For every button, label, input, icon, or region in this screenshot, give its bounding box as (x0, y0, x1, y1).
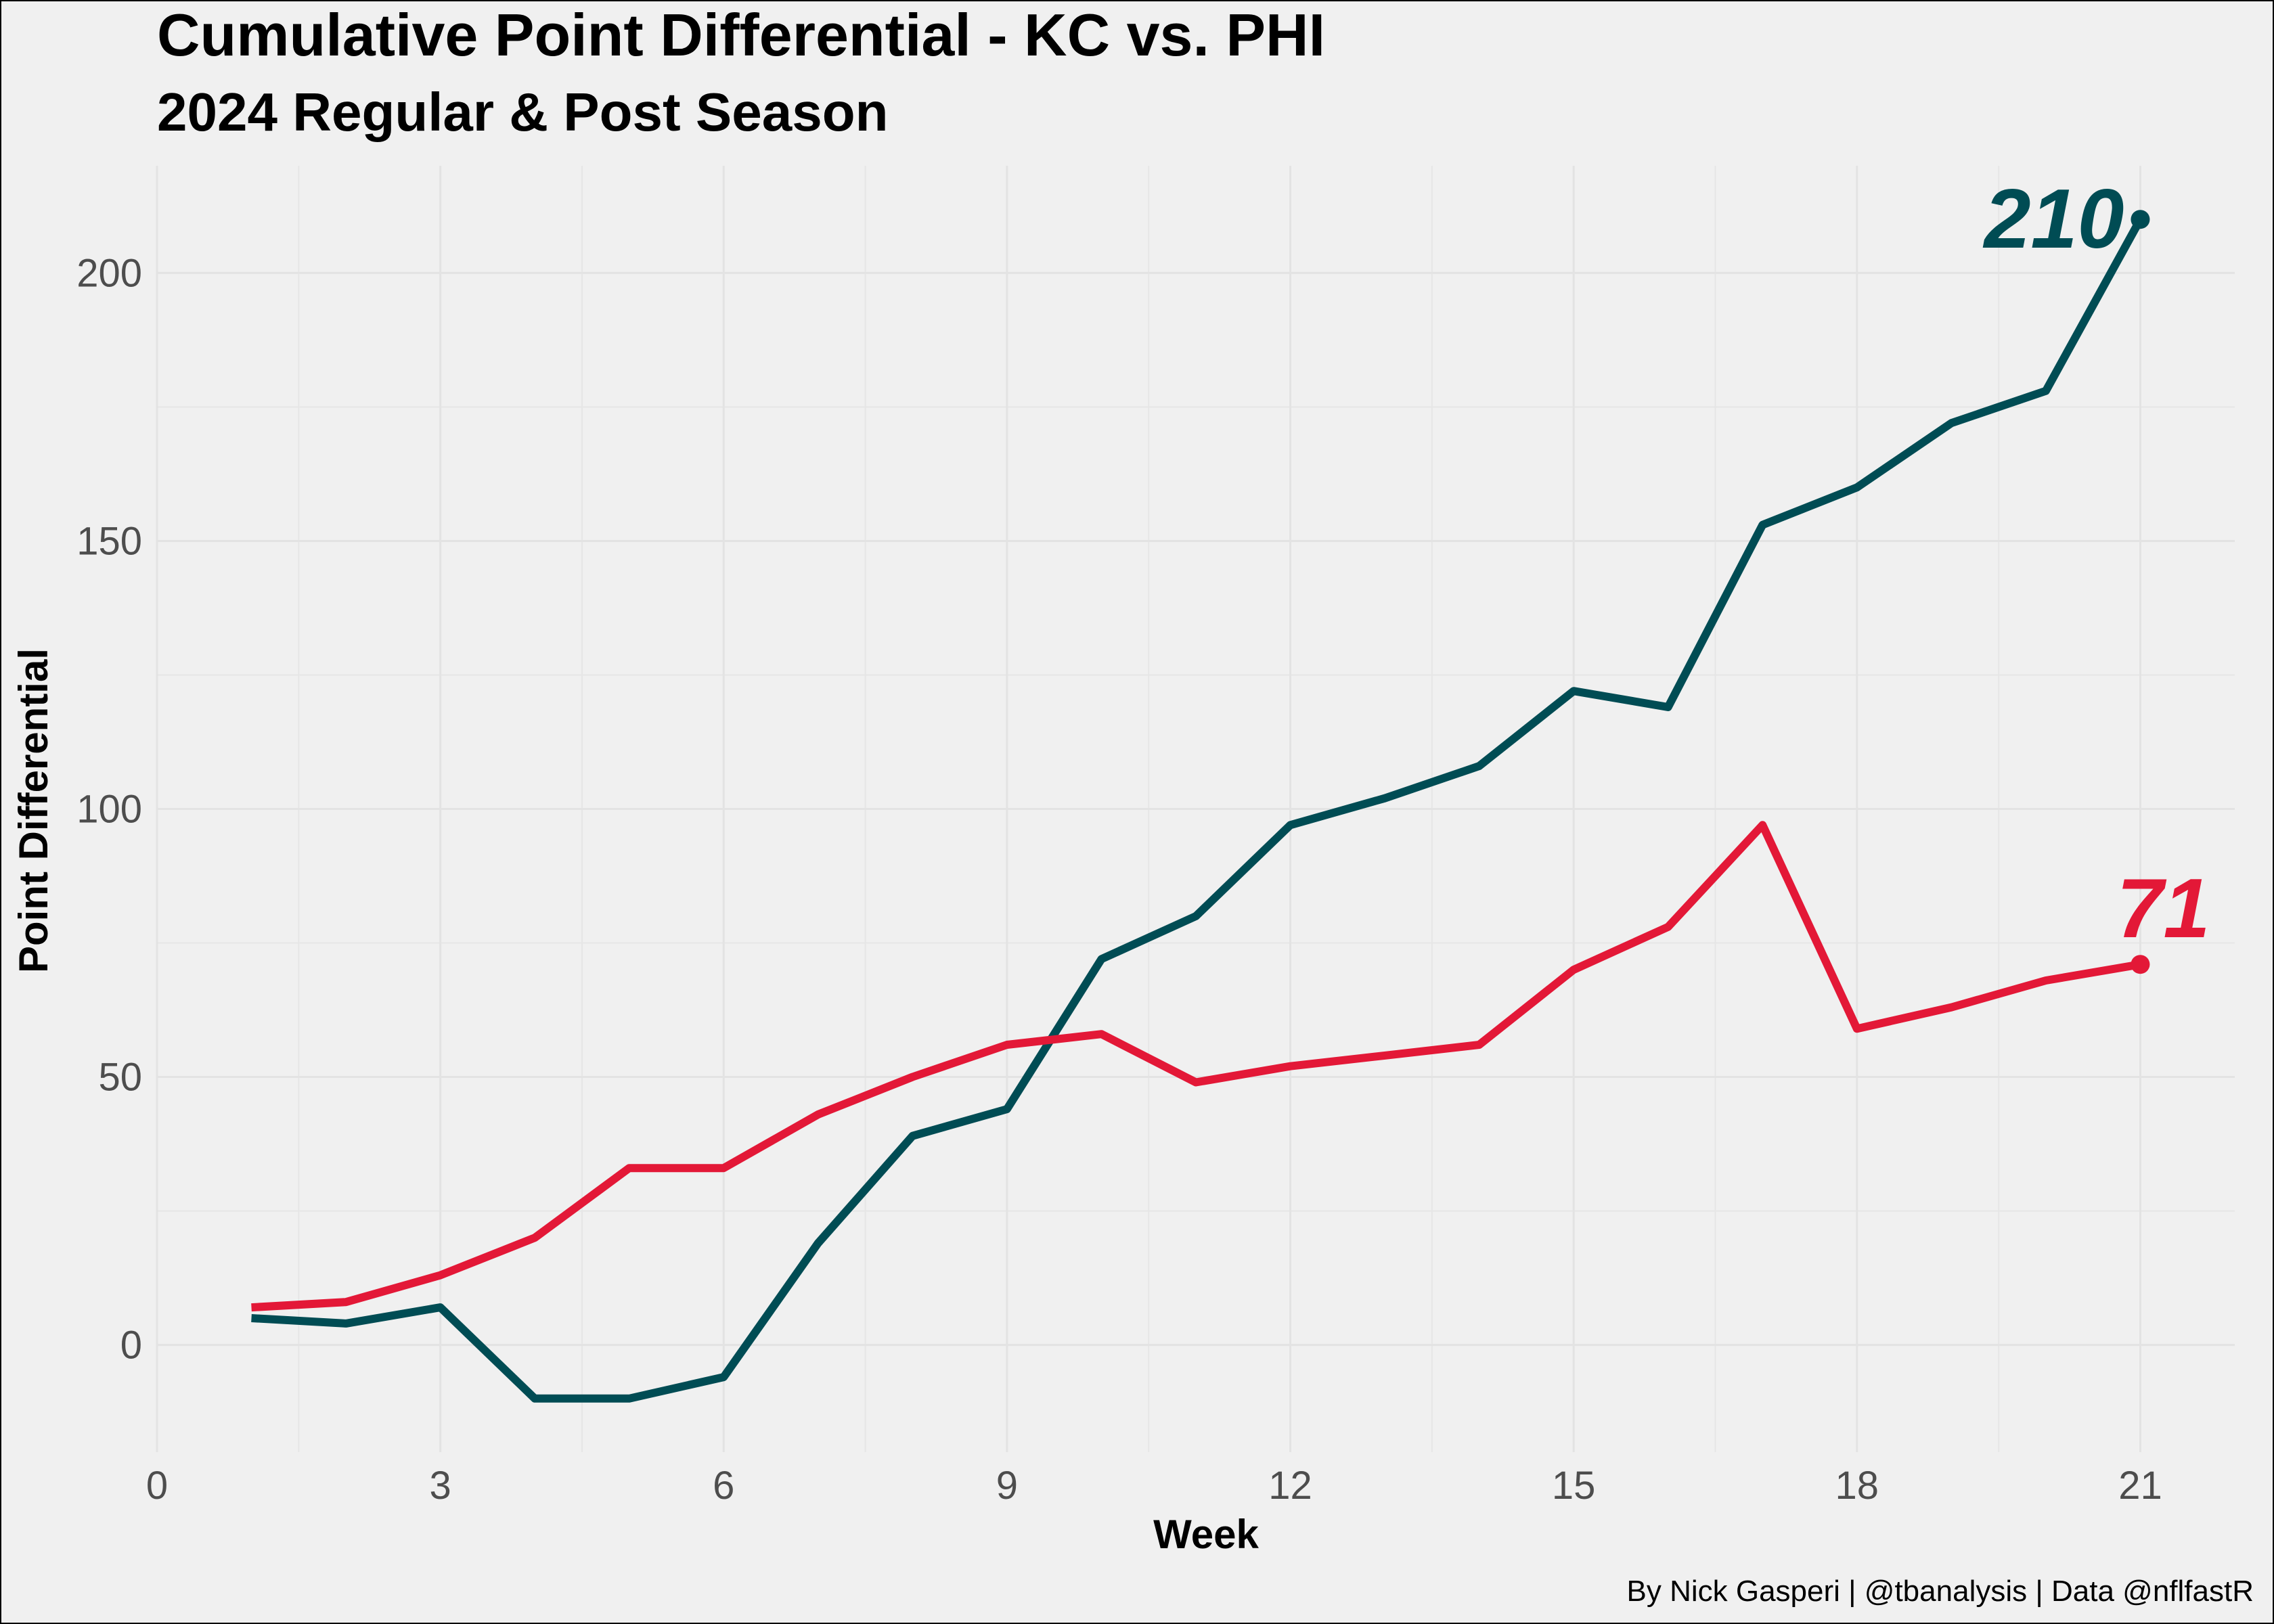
y-axis-label: Point Differential (11, 648, 56, 973)
chart-title: Cumulative Point Differential - KC vs. P… (157, 1, 1325, 68)
chart-subtitle: 2024 Regular & Post Season (157, 82, 888, 142)
x-tick-label: 3 (430, 1464, 451, 1508)
y-tick-label: 100 (76, 788, 142, 832)
x-tick-label: 9 (996, 1464, 1018, 1508)
series-end-label: 210 (1983, 173, 2124, 266)
x-tick-label: 12 (1268, 1464, 1312, 1508)
y-tick-label: 0 (120, 1324, 142, 1368)
x-tick-label: 15 (1552, 1464, 1596, 1508)
x-tick-label: 0 (146, 1464, 168, 1508)
y-tick-label: 150 (76, 519, 142, 563)
x-tick-label: 21 (2118, 1464, 2162, 1508)
series-end-point (2131, 955, 2150, 974)
series-line-1 (251, 217, 2144, 1403)
series-lines (251, 210, 2150, 1403)
y-tick-labels: 0 50 100 150 200 (76, 251, 142, 1367)
x-axis-label: Week (1153, 1512, 1259, 1557)
x-tick-label: 18 (1835, 1464, 1879, 1508)
end-labels: 210 71 (1983, 173, 2210, 955)
series-end-point (2131, 210, 2150, 229)
y-tick-label: 200 (76, 251, 142, 295)
x-tick-labels: 0 3 6 9 12 15 18 21 (146, 1464, 2162, 1508)
chart-caption: By Nick Gasperi | @tbanalysis | Data @nf… (1627, 1575, 2254, 1608)
grid-lines (156, 166, 2235, 1452)
x-tick-label: 6 (713, 1464, 734, 1508)
series-line-2 (251, 821, 2141, 1312)
series-end-label: 71 (2116, 862, 2210, 955)
y-tick-label: 50 (98, 1056, 142, 1100)
